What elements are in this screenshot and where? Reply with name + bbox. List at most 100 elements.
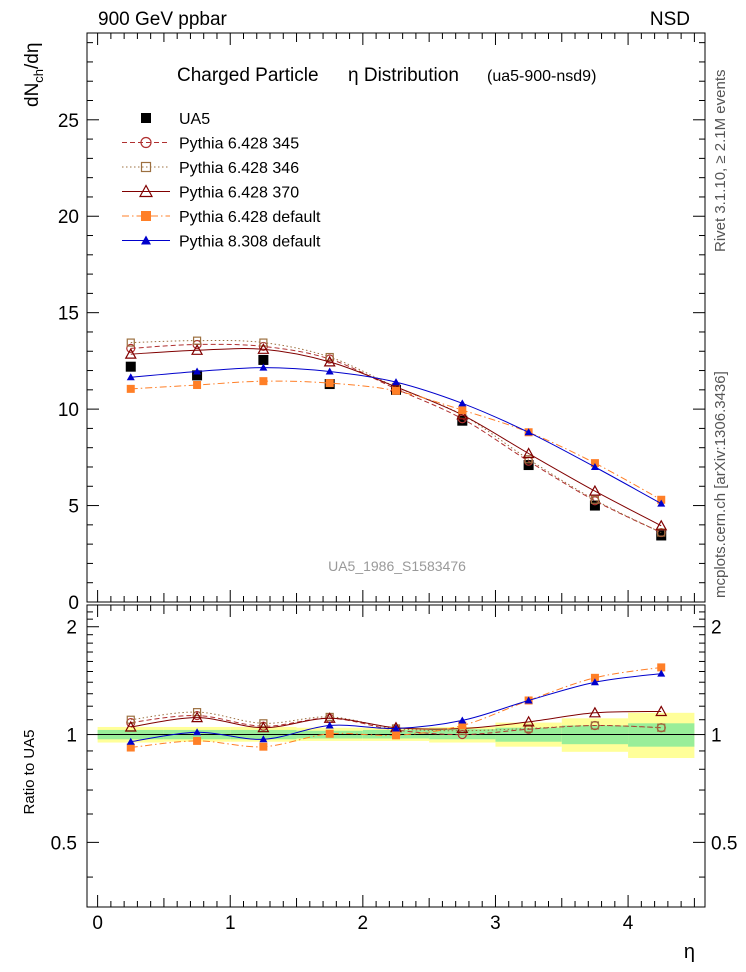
data-point (590, 495, 600, 504)
data-point (656, 530, 667, 541)
legend-entry-pythia-6-428-default: Pythia 6.428 default (122, 209, 321, 226)
legend-marker (138, 184, 154, 198)
ratio-data-point (325, 721, 334, 729)
legend-entry-pythia-6-428-370: Pythia 6.428 370 (122, 184, 299, 202)
series-pythia-6-428-345 (126, 339, 666, 538)
ratio-y-tick-label: 1 (66, 726, 77, 747)
data-point (124, 347, 137, 359)
ratio-data-point (325, 729, 334, 738)
y-tick-label: 10 (58, 400, 79, 421)
main-series-layer (124, 336, 668, 541)
y-tick-label: 20 (58, 207, 79, 228)
ratio-data-point (193, 728, 202, 736)
ratio-data-point (191, 711, 204, 723)
data-point (191, 344, 204, 355)
data-point (524, 428, 533, 436)
legend-entry-pythia-6-428-345: Pythia 6.428 345 (122, 136, 299, 153)
y-tick-label: 5 (68, 497, 79, 518)
ratio-data-point (257, 721, 270, 733)
ratio-data-point (590, 721, 600, 730)
ratio-y-tick-label-right: 1 (711, 726, 722, 747)
ratio-data-point (458, 716, 467, 724)
data-point (259, 377, 268, 386)
data-point (458, 406, 467, 415)
ratio-y-tick-label-right: 2 (711, 618, 722, 639)
data-point (325, 367, 334, 375)
ratio-series-layer (124, 663, 668, 752)
series-line (130, 343, 662, 534)
ratio-data-point (259, 735, 268, 743)
ratio-y-axis-label: Ratio to UA5 (21, 729, 38, 814)
ratio-data-point (392, 724, 400, 732)
chart-title: Charged Particle (177, 65, 319, 86)
ratio-data-point (124, 720, 137, 732)
x-axis-label: η (684, 941, 695, 963)
ratio-series-pythia-6-428-default (126, 663, 666, 752)
mcplots-label: mcplots.cern.ch [arXiv:1306.3436] (712, 371, 729, 598)
x-tick-label: 2 (358, 913, 369, 934)
y-tick-label: 25 (58, 111, 79, 132)
rivet-version-label: Rivet 3.1.10, ≥ 2.1M events (712, 70, 729, 253)
ratio-y-tick-label-right: 0.5 (711, 833, 737, 854)
legend-entry-ua5: UA5 (141, 111, 210, 128)
series-line (130, 339, 662, 534)
data-point (258, 354, 269, 365)
data-point (657, 528, 666, 537)
ratio-data-point (657, 669, 666, 677)
legend-label: Pythia 6.428 346 (179, 160, 299, 177)
header-left: 900 GeV ppbar (98, 9, 228, 30)
data-point (589, 500, 600, 511)
data-point (325, 352, 334, 362)
data-point (657, 499, 666, 507)
data-point (257, 343, 270, 354)
x-tick-label: 3 (490, 913, 501, 934)
ratio-axis-ticks: 0.5 0.5 1 1 2 2 0 1 2 3 4 (51, 605, 737, 934)
ratio-y-tick-label: 2 (66, 618, 77, 639)
data-point (524, 455, 533, 464)
data-point (458, 399, 467, 407)
data-point (522, 447, 535, 459)
ratio-data-point (259, 742, 268, 751)
data-point (126, 343, 136, 353)
ratio-plot-panel: Ratio to UA5 η 0.5 0.5 1 1 2 2 0 1 2 3 4 (21, 604, 737, 963)
data-point (126, 338, 135, 347)
data-point (456, 408, 469, 420)
data-point (590, 462, 599, 470)
ratio-data-point (588, 706, 601, 718)
ratio-data-point (655, 705, 668, 717)
legend-label: Pythia 6.428 345 (179, 136, 299, 153)
data-point (192, 370, 203, 381)
data-point (259, 363, 268, 371)
main-plot-frame (86, 32, 706, 603)
series-pythia-6-428-346 (126, 336, 666, 537)
ratio-data-point (657, 663, 666, 672)
data-point (392, 378, 400, 386)
ratio-plot-frame (86, 604, 706, 908)
ratio-data-point (524, 724, 533, 733)
data-point (588, 484, 601, 496)
ratio-data-point (126, 737, 135, 745)
ratio-data-point (192, 708, 202, 717)
ratio-y-tick-label: 0.5 (51, 833, 77, 854)
legend-marker (140, 161, 152, 173)
data-point (126, 384, 135, 393)
main-axis-ticks: 0 5 10 15 20 25 (58, 33, 705, 614)
data-point (125, 361, 136, 372)
main-plot-panel: Charged Particle η Distribution (ua5-900… (22, 32, 706, 614)
series-pythia-8-308-default (126, 363, 666, 507)
data-point (325, 379, 334, 388)
ratio-data-point (590, 678, 599, 686)
ratio-data-point (193, 736, 202, 745)
chart-subtitle: (ua5-900-nsd9) (487, 68, 596, 85)
ratio-data-point (524, 696, 533, 704)
x-tick-label: 4 (623, 913, 634, 934)
x-tick-label: 1 (225, 913, 236, 934)
ratio-data-point (126, 715, 135, 724)
ratio-data-point (392, 731, 400, 740)
ratio-data-point (522, 715, 535, 727)
legend-marker (141, 235, 151, 245)
data-point (323, 355, 336, 367)
y-tick-label: 15 (58, 304, 79, 325)
svg-text:dNch/dη: dNch/dη (22, 43, 46, 107)
